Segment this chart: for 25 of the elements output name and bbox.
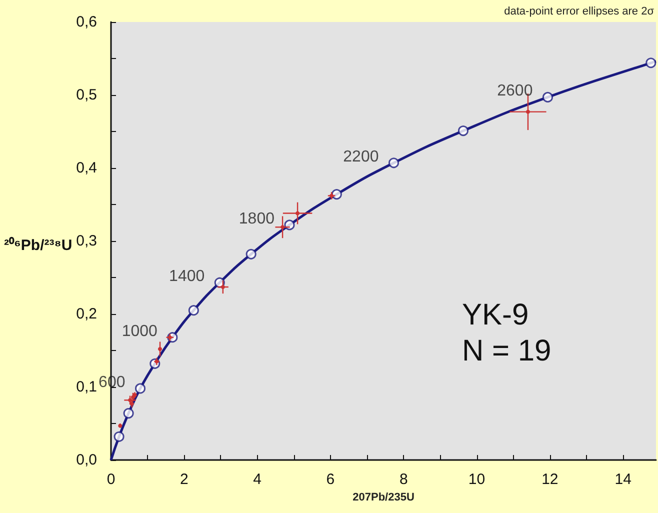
- annotation: 1800: [238, 210, 275, 228]
- x-tick-label: 4: [253, 471, 262, 488]
- annotation: 1400: [169, 268, 205, 286]
- x-tick-label: 14: [614, 471, 632, 488]
- y-tick-label: 0,2: [76, 306, 97, 322]
- y-axis-title: ²⁰⁶Pb/²³⁸U: [4, 236, 72, 254]
- annotation: N = 19: [462, 334, 552, 368]
- x-tick-label: 6: [326, 471, 335, 488]
- annotation: YK-9: [462, 298, 529, 332]
- x-tick-label: 0: [106, 471, 116, 488]
- x-axis-title: 207Pb/235U: [352, 491, 414, 504]
- y-tick-label: 0,0: [76, 452, 97, 468]
- annotation: 2200: [343, 148, 379, 166]
- y-tick-label: 0,6: [76, 14, 97, 30]
- y-tick-label: 0,1: [76, 378, 97, 396]
- y-tick-label: 0,4: [76, 160, 97, 176]
- annotation: 2600: [497, 82, 533, 100]
- x-tick-label: 12: [542, 471, 558, 488]
- y-tick-label: 0,3: [76, 232, 97, 250]
- annotation: 1000: [122, 322, 158, 340]
- y-tick-label: 0,5: [76, 86, 97, 104]
- text: data-point error ellipses are 2σ: [504, 6, 654, 18]
- x-tick-label: 10: [468, 471, 486, 488]
- x-tick-label: 2: [180, 471, 188, 488]
- x-tick-label: 8: [399, 471, 408, 488]
